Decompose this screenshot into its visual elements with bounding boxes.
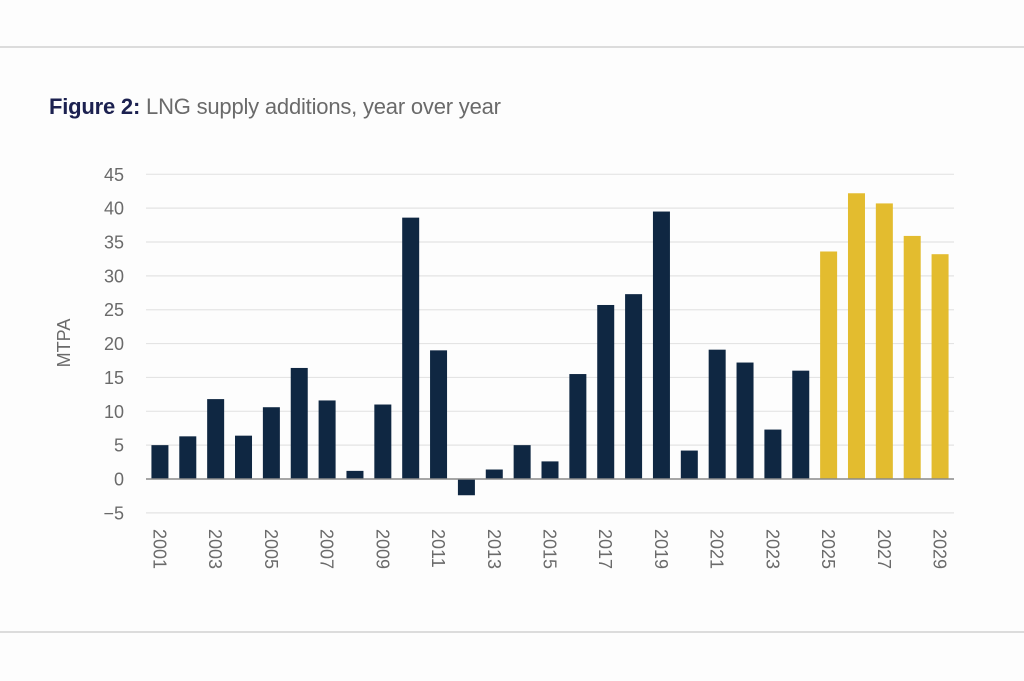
bar-2013 [485, 469, 503, 479]
y-tick-label: 15 [104, 368, 124, 388]
figure-caption: LNG supply additions, year over year [146, 94, 501, 119]
y-tick-label: 40 [104, 199, 124, 219]
x-tick-label: 2027 [874, 529, 894, 569]
bottom-divider [0, 631, 1024, 633]
x-tick-label: 2011 [428, 529, 448, 568]
x-tick-label: 2009 [372, 529, 392, 569]
bar-2016 [569, 374, 587, 479]
gridlines [146, 173, 954, 514]
x-axis-ticks: 2001 2003 2005 2007 2009 2011 2013 2015 2017 2019… [149, 529, 949, 569]
bar-2021 [708, 349, 726, 479]
x-tick-label: 2003 [205, 529, 225, 569]
y-axis-ticks: −5 0 5 10 15 20 25 30 35 40 45 [103, 165, 124, 524]
y-tick-label: 45 [104, 165, 124, 185]
bar-2009 [374, 404, 392, 479]
bar-2015 [541, 461, 559, 479]
y-tick-label: 5 [114, 436, 124, 456]
x-tick-label: 2013 [484, 529, 504, 569]
bar-2024 [792, 370, 810, 479]
y-tick-label: 35 [104, 233, 124, 253]
bar-2022 [736, 362, 754, 479]
x-tick-label: 2029 [930, 529, 950, 569]
x-tick-label: 2019 [651, 529, 671, 569]
y-tick-label: 20 [104, 334, 124, 354]
bar-2025 [820, 251, 838, 479]
x-tick-label: 2001 [149, 529, 169, 569]
bar-2018 [625, 294, 643, 479]
y-tick-label: 10 [104, 402, 124, 422]
bar-2019 [652, 211, 670, 479]
bar-2027 [875, 203, 893, 479]
bar-2007 [318, 400, 336, 479]
x-tick-label: 2017 [595, 529, 615, 569]
figure-number: Figure 2: [49, 94, 141, 119]
bar-2026 [847, 193, 865, 480]
bar-2020 [680, 450, 698, 479]
bar-2008 [346, 470, 364, 479]
y-tick-label: −5 [103, 503, 124, 523]
y-tick-label: 30 [104, 266, 124, 286]
x-tick-label: 2025 [818, 529, 838, 569]
chart-title: Figure 2: LNG supply additions, year ove… [49, 94, 501, 120]
x-tick-label: 2007 [317, 529, 337, 569]
x-tick-label: 2023 [762, 529, 782, 569]
bar-2001 [151, 445, 169, 479]
y-tick-label: 25 [104, 300, 124, 320]
x-tick-label: 2015 [540, 529, 560, 569]
y-axis-label: MTPA [54, 319, 74, 368]
x-tick-label: 2005 [261, 529, 281, 569]
bar-2010 [402, 217, 420, 479]
y-tick-label: 0 [114, 470, 124, 490]
bar-2005 [262, 407, 280, 479]
bar-2014 [513, 445, 531, 479]
bars [151, 193, 949, 496]
bar-2023 [764, 429, 782, 479]
bar-2028 [903, 235, 921, 479]
bar-2011 [430, 350, 448, 479]
bar-2003 [207, 399, 225, 479]
bar-2012 [457, 479, 475, 496]
top-divider [0, 46, 1024, 48]
bar-2029 [931, 254, 949, 479]
x-tick-label: 2021 [707, 529, 727, 569]
bar-2006 [290, 367, 308, 479]
bar-2017 [597, 304, 615, 479]
bar-2002 [179, 436, 197, 479]
bar-2004 [235, 435, 253, 479]
